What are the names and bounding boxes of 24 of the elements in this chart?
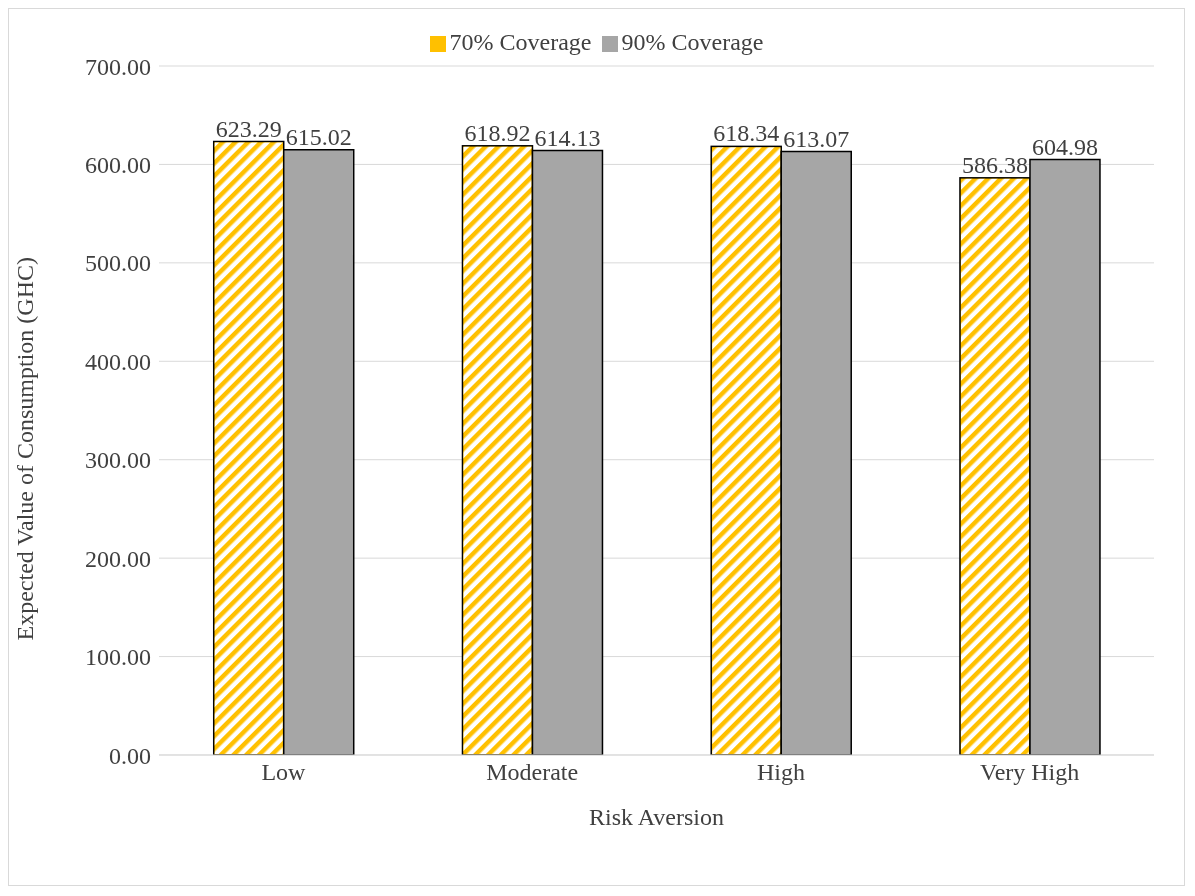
- y-tick-label: 200.00: [85, 545, 151, 572]
- x-axis-title: Risk Aversion: [589, 804, 724, 830]
- y-tick-label: 300.00: [85, 447, 151, 474]
- data-label: 618.34: [713, 120, 780, 147]
- x-tick-label: Low: [261, 759, 307, 786]
- legend-label: 70% Coverage: [449, 29, 592, 55]
- data-label: 618.92: [464, 119, 531, 146]
- y-tick-label: 500.00: [85, 250, 151, 277]
- y-tick-label: 700.00: [85, 53, 151, 80]
- data-label: 604.98: [1031, 133, 1098, 160]
- y-tick-label: 0.00: [109, 742, 151, 769]
- data-label: 615.02: [285, 123, 352, 150]
- y-tick-label: 100.00: [85, 644, 151, 671]
- legend-label: 90% Coverage: [621, 29, 764, 55]
- x-tick-label: High: [756, 759, 805, 786]
- y-axis-title: Expected Value of Consumption (GHC): [11, 257, 38, 641]
- data-label: 586.38: [961, 151, 1028, 178]
- data-label: 614.13: [534, 124, 601, 151]
- y-tick-label: 600.00: [85, 151, 151, 178]
- x-tick-label: Moderate: [486, 759, 579, 786]
- data-label: 623.29: [215, 115, 282, 142]
- y-tick-label: 400.00: [85, 348, 151, 375]
- data-label: 613.07: [783, 125, 850, 152]
- x-tick-label: Very High: [979, 759, 1080, 786]
